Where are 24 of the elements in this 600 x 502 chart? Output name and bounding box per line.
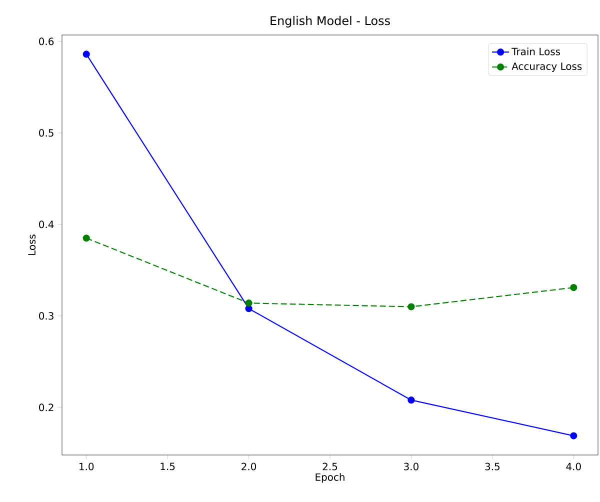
x-tick-label: 4.0 xyxy=(566,462,581,470)
y-tick-label: 0.2 xyxy=(39,404,54,412)
point xyxy=(82,234,90,242)
chart-title: English Model - Loss xyxy=(270,16,390,28)
point xyxy=(570,432,578,440)
legend-label: Train Loss xyxy=(512,48,560,56)
y-tick-label: 0.6 xyxy=(39,38,54,46)
y-axis-title: Loss xyxy=(28,234,36,255)
x-tick-label: 2.0 xyxy=(242,462,256,470)
y-tick-label: 0.5 xyxy=(39,129,54,137)
legend-label: Accuracy Loss xyxy=(512,62,582,72)
x-tick-label: 3.0 xyxy=(404,462,418,470)
x-tick-label: 3.5 xyxy=(485,462,500,470)
x-axis-title: Epoch xyxy=(316,473,344,483)
x-tick-label: 2.5 xyxy=(322,462,338,470)
x-tick-label: 1.0 xyxy=(80,462,94,470)
point xyxy=(82,50,90,58)
point xyxy=(570,284,578,292)
y-tick-label: 0.4 xyxy=(39,220,54,228)
point xyxy=(245,300,252,307)
x-tick-label: 1.5 xyxy=(160,462,175,470)
point xyxy=(408,303,415,310)
point xyxy=(408,396,415,404)
y-tick-label: 0.3 xyxy=(39,312,54,320)
